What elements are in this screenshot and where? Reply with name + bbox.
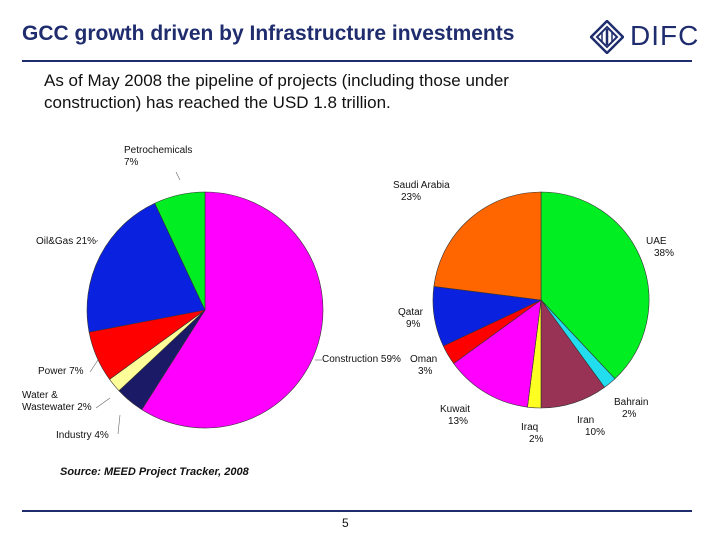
slide-subtitle: As of May 2008 the pipeline of projects … [44, 70, 644, 114]
slice-label-saudi-arabia: Saudi Arabia 23% [393, 180, 450, 203]
pie-slice-saudi-arabia [433, 191, 542, 301]
pie-slice-construction [141, 191, 324, 429]
top-divider [22, 60, 692, 62]
pie-slice-uae [540, 191, 650, 380]
slice-label-petrochemicals: Petrochemicals 7% [124, 145, 192, 168]
slice-label-industry: Industry 4% [56, 430, 109, 441]
source-note: Source: MEED Project Tracker, 2008 [60, 466, 249, 478]
leader-line [95, 397, 111, 409]
pie-slice-petrochemicals [154, 191, 206, 311]
bottom-divider [22, 510, 692, 512]
slice-label-construction: Construction 59% [322, 354, 401, 365]
difc-logo-icon [590, 20, 624, 54]
subtitle-line-1: As of May 2008 the pipeline of projects … [44, 71, 509, 90]
slide-title: GCC growth driven by Infrastructure inve… [22, 22, 515, 45]
leader-line [89, 359, 99, 373]
slice-label-oman: Oman 3% [410, 354, 437, 377]
country-pie-chart: UAE 38% Bahrain 2% Iran 10% Iraq 2% Kuwait 13% Oma… [393, 180, 674, 445]
slice-label-qatar: Qatar 9% [398, 307, 424, 330]
logo-text: DIFC [630, 20, 700, 51]
leader-line [175, 171, 181, 181]
leader-line [95, 239, 99, 243]
leader-line [117, 414, 121, 435]
sector-pie-chart: Construction 59% Industry 4% Water & Wastew… [22, 145, 401, 441]
pie-slice-oil-gas [86, 202, 206, 333]
slice-label-uae: UAE 38% [646, 236, 674, 259]
slice-label-power: Power 7% [38, 366, 84, 377]
page-number: 5 [342, 516, 349, 530]
slice-label-water-wastewater: Water & Wastewater 2% [22, 390, 92, 413]
slice-label-iraq: Iraq 2% [521, 422, 544, 445]
slice-label-kuwait: Kuwait 13% [440, 404, 470, 427]
slice-label-iran: Iran 10% [577, 415, 605, 438]
subtitle-line-2: construction) has reached the USD 1.8 tr… [44, 93, 391, 112]
slice-label-oil-gas: Oil&Gas 21% [36, 236, 96, 247]
pie-slice-kuwait [453, 299, 542, 408]
slice-label-bahrain: Bahrain 2% [614, 397, 648, 420]
difc-logo: DIFC [590, 18, 702, 58]
